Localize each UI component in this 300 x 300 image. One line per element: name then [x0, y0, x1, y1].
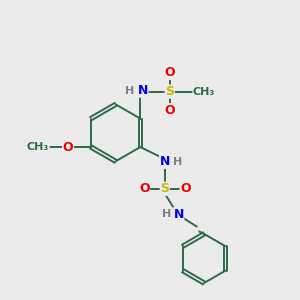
- Text: N: N: [138, 84, 148, 97]
- Text: H: H: [162, 209, 171, 219]
- Text: O: O: [180, 182, 191, 195]
- Text: S: S: [165, 85, 174, 98]
- Text: O: O: [139, 182, 149, 195]
- Text: O: O: [164, 104, 175, 117]
- Text: CH₃: CH₃: [27, 142, 49, 152]
- Text: S: S: [160, 182, 169, 195]
- Text: H: H: [125, 85, 134, 96]
- Text: O: O: [164, 67, 175, 80]
- Text: CH₃: CH₃: [193, 87, 215, 97]
- Text: O: O: [63, 141, 73, 154]
- Text: H: H: [173, 157, 183, 167]
- Text: N: N: [160, 155, 170, 168]
- Text: N: N: [173, 208, 184, 221]
